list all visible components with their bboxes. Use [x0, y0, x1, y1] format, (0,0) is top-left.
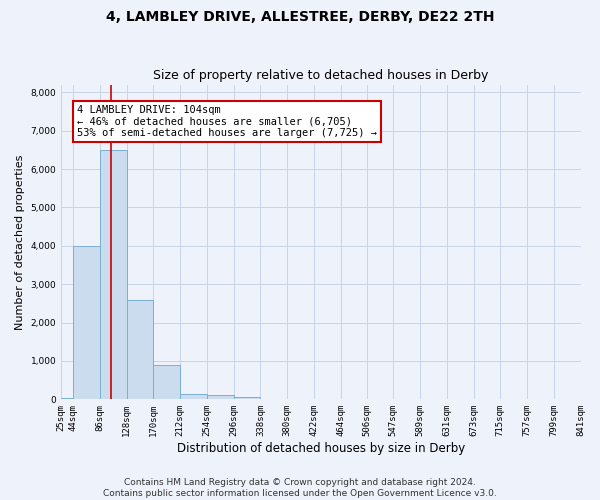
Text: 4, LAMBLEY DRIVE, ALLESTREE, DERBY, DE22 2TH: 4, LAMBLEY DRIVE, ALLESTREE, DERBY, DE22…	[106, 10, 494, 24]
Title: Size of property relative to detached houses in Derby: Size of property relative to detached ho…	[153, 69, 488, 82]
Bar	[233, 398, 260, 400]
Bar	[100, 150, 127, 400]
X-axis label: Distribution of detached houses by size in Derby: Distribution of detached houses by size …	[177, 442, 465, 455]
Text: 4 LAMBLEY DRIVE: 104sqm
← 46% of detached houses are smaller (6,705)
53% of semi: 4 LAMBLEY DRIVE: 104sqm ← 46% of detache…	[77, 105, 377, 138]
Text: Contains HM Land Registry data © Crown copyright and database right 2024.
Contai: Contains HM Land Registry data © Crown c…	[103, 478, 497, 498]
Bar	[73, 246, 100, 400]
Y-axis label: Number of detached properties: Number of detached properties	[15, 154, 25, 330]
Bar	[180, 394, 207, 400]
Bar	[154, 365, 180, 400]
Bar	[207, 396, 233, 400]
Bar	[127, 300, 154, 400]
Bar	[61, 398, 73, 400]
